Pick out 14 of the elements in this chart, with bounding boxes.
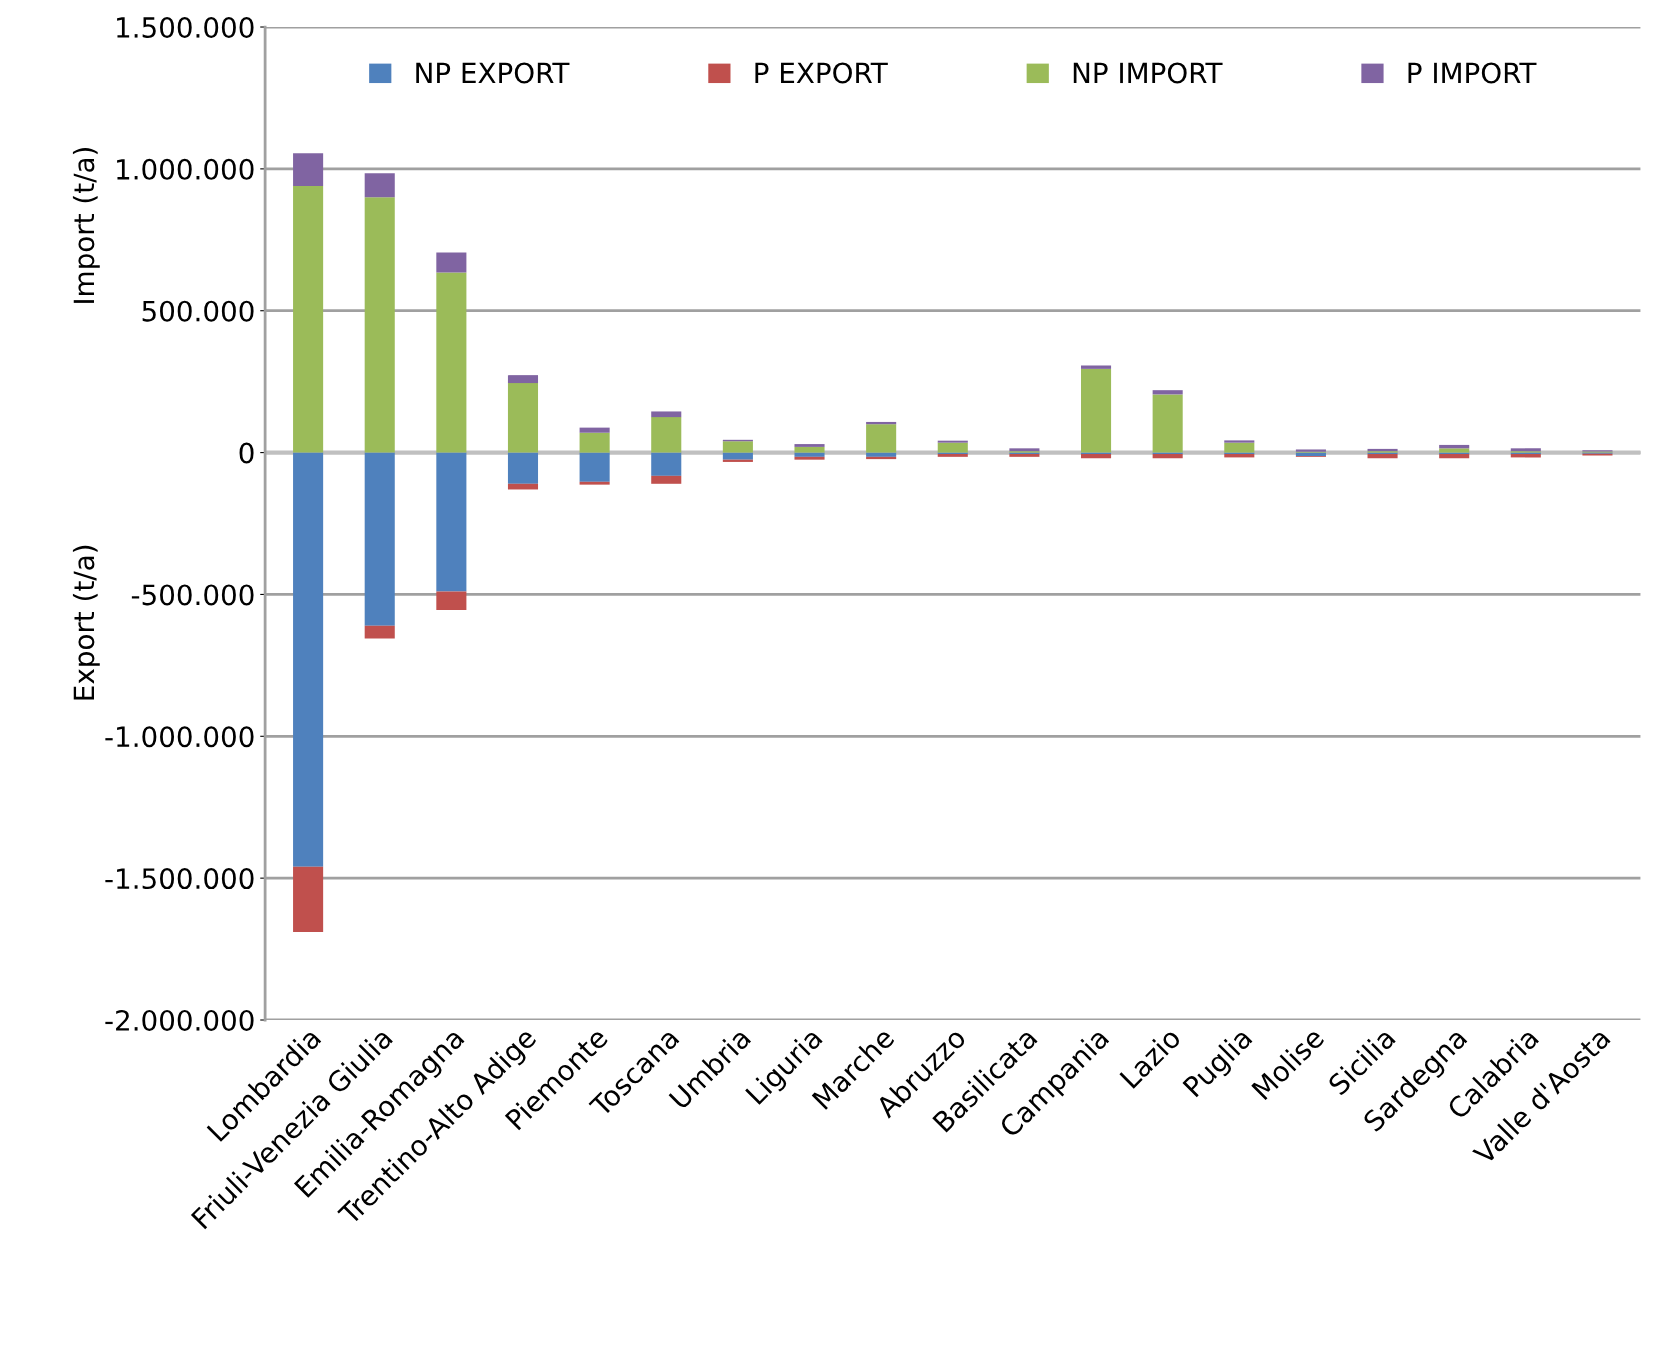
legend-label: NP EXPORT xyxy=(416,62,570,84)
text: Export (t/a) xyxy=(72,545,100,700)
y-tick-label: 500.000 xyxy=(142,300,254,322)
y-axis-title: Import (t/a) xyxy=(72,148,100,303)
legend-label: P IMPORT xyxy=(1408,62,1537,84)
y-tick-label: 0 xyxy=(239,442,254,464)
y-tick-label: -1.000.000 xyxy=(105,726,254,748)
y-tick-label: -1.500.000 xyxy=(105,868,254,890)
y-tick-label: -2.000.000 xyxy=(105,1009,254,1031)
y-tick-label: 1.500.000 xyxy=(117,16,254,38)
y-tick-label: 1.000.000 xyxy=(117,158,254,180)
y-tick-label: -500.000 xyxy=(131,584,254,606)
legend-label: NP IMPORT xyxy=(1073,62,1223,84)
legend-label: P EXPORT xyxy=(755,62,888,84)
